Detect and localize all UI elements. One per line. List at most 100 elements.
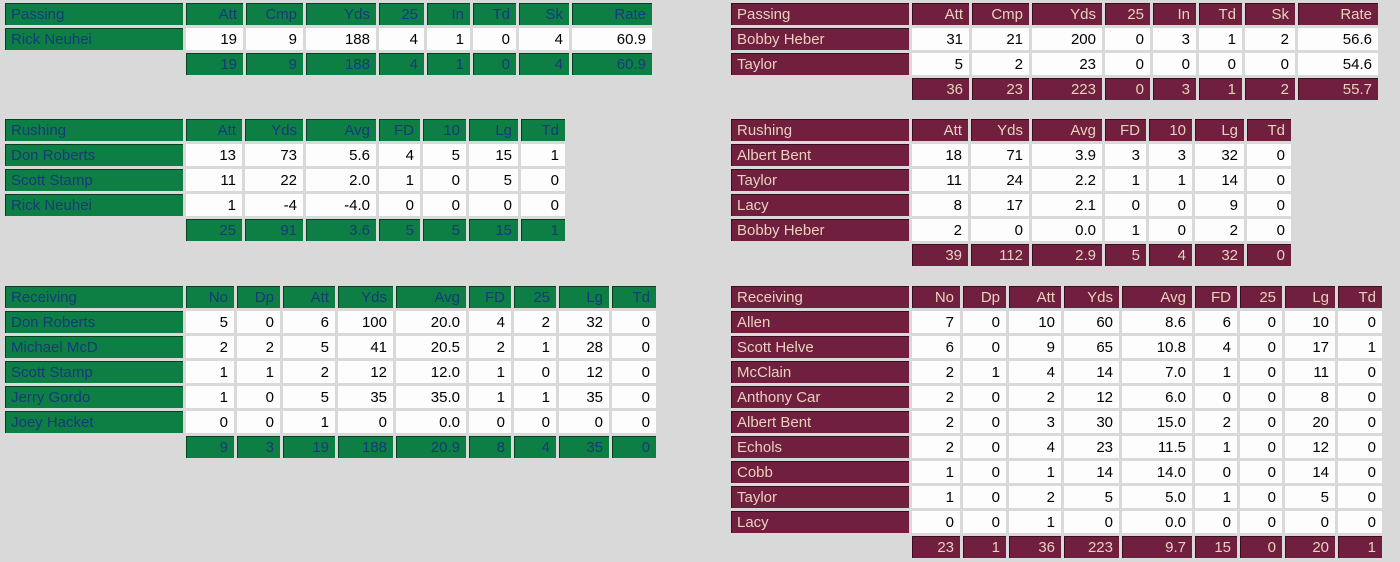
column-header-yds: Yds bbox=[971, 119, 1029, 141]
stat-cell: 0 bbox=[1195, 461, 1237, 483]
player-name-cell: McClain bbox=[731, 361, 909, 383]
passing-stats-table: Passing Att Cmp Yds 25 In Td Sk Rate Rick Neuhei 1… bbox=[2, 0, 655, 78]
stat-cell: 0 bbox=[473, 28, 516, 50]
stat-cell: 4 bbox=[379, 28, 424, 50]
column-header-10: 10 bbox=[1149, 119, 1192, 141]
table-row: Scott Stamp 11 22 2.0 1 0 5 0 bbox=[5, 169, 565, 191]
stat-cell: 2 bbox=[1009, 486, 1061, 508]
column-header-att: Att bbox=[186, 3, 243, 25]
player-name-cell: Jerry Gordo bbox=[5, 386, 183, 408]
stat-cell: 4 bbox=[1195, 336, 1237, 358]
column-header-td: Td bbox=[1199, 3, 1242, 25]
stat-cell: 1 bbox=[1199, 28, 1242, 50]
stat-cell: 8.6 bbox=[1122, 311, 1192, 333]
right-passing-table: Passing Att Cmp Yds 25 In Td Sk Rate Bobby Heber 3… bbox=[728, 0, 1381, 103]
totals-spacer bbox=[731, 78, 909, 100]
stat-cell: 3 bbox=[1149, 144, 1192, 166]
stat-cell: 2 bbox=[912, 411, 960, 433]
stat-cell: 32 bbox=[559, 311, 609, 333]
column-header-25: 25 bbox=[379, 3, 424, 25]
stat-cell: 1 bbox=[427, 28, 470, 50]
stat-cell: 1 bbox=[1009, 511, 1061, 533]
stat-cell: 0 bbox=[469, 411, 511, 433]
table-row: Michael McD 2 2 5 41 20.5 2 1 28 0 bbox=[5, 336, 656, 358]
column-header-yds: Yds bbox=[1064, 286, 1119, 308]
stat-cell: 5 bbox=[423, 144, 466, 166]
stat-cell: 10 bbox=[1285, 311, 1335, 333]
stat-cell: 5 bbox=[469, 169, 518, 191]
total-stat-cell: 1 bbox=[1199, 78, 1242, 100]
stat-cell: 35 bbox=[559, 386, 609, 408]
column-header-rate: Rate bbox=[572, 3, 652, 25]
stat-cell: 0 bbox=[1240, 436, 1282, 458]
right-rushing-table: Rushing Att Yds Avg FD 10 Lg Td Albert Bent 18 71 3… bbox=[728, 116, 1294, 269]
column-header-lg: Lg bbox=[559, 286, 609, 308]
stat-cell: 0.0 bbox=[1122, 511, 1192, 533]
total-stat-cell: 3.6 bbox=[306, 219, 376, 241]
total-stat-cell: 55.7 bbox=[1298, 78, 1378, 100]
player-name-cell: Lacy bbox=[731, 194, 909, 216]
stat-cell: 21 bbox=[972, 28, 1029, 50]
stat-cell: 1 bbox=[521, 144, 565, 166]
table-title: Receiving bbox=[5, 286, 183, 308]
stat-cell: 2 bbox=[972, 53, 1029, 75]
table-row: Rick Neuhei 19 9 188 4 1 0 4 60.9 bbox=[5, 28, 652, 50]
column-header-lg: Lg bbox=[1285, 286, 1335, 308]
table-row: Bobby Heber 2 0 0.0 1 0 2 0 bbox=[731, 219, 1291, 241]
column-header-sk: Sk bbox=[1245, 3, 1295, 25]
column-header-yds: Yds bbox=[1032, 3, 1102, 25]
stat-cell: 12 bbox=[559, 361, 609, 383]
total-stat-cell: 19 bbox=[186, 53, 243, 75]
stat-cell: 8 bbox=[912, 194, 968, 216]
stat-cell: 56.6 bbox=[1298, 28, 1378, 50]
stat-cell: 0 bbox=[1240, 386, 1282, 408]
column-header-att: Att bbox=[912, 119, 968, 141]
player-name-cell: Scott Helve bbox=[731, 336, 909, 358]
stat-cell: 0 bbox=[559, 411, 609, 433]
column-header-10: 10 bbox=[423, 119, 466, 141]
total-stat-cell: 4 bbox=[514, 436, 556, 458]
stat-cell: 1 bbox=[186, 361, 234, 383]
column-header-rate: Rate bbox=[1298, 3, 1378, 25]
stat-cell: 0 bbox=[514, 361, 556, 383]
table-title: Passing bbox=[5, 3, 183, 25]
stat-cell: 14 bbox=[1285, 461, 1335, 483]
column-header-att: Att bbox=[912, 3, 969, 25]
total-stat-cell: 1 bbox=[521, 219, 565, 241]
stat-cell: 0 bbox=[1338, 311, 1382, 333]
total-stat-cell: 20.9 bbox=[396, 436, 466, 458]
total-stat-cell: 4 bbox=[1149, 244, 1192, 266]
stat-cell: 0 bbox=[1105, 53, 1150, 75]
stat-cell: 1 bbox=[1195, 436, 1237, 458]
stat-cell: 5.6 bbox=[306, 144, 376, 166]
stat-cell: 2 bbox=[912, 219, 968, 241]
passing-stats-table: Passing Att Cmp Yds 25 In Td Sk Rate Bobby Heber 3… bbox=[728, 0, 1381, 103]
total-stat-cell: 91 bbox=[245, 219, 303, 241]
column-header-lg: Lg bbox=[469, 119, 518, 141]
stat-cell: 1 bbox=[237, 361, 280, 383]
totals-spacer bbox=[5, 53, 183, 75]
stat-cell: 5 bbox=[912, 53, 969, 75]
stat-cell: 2 bbox=[1195, 219, 1244, 241]
total-stat-cell: 8 bbox=[469, 436, 511, 458]
totals-row: 39 112 2.9 5 4 32 0 bbox=[731, 244, 1291, 266]
table-row: Don Roberts 5 0 6 100 20.0 4 2 32 0 bbox=[5, 311, 656, 333]
column-header-fd: FD bbox=[1105, 119, 1146, 141]
player-name-cell: Allen bbox=[731, 311, 909, 333]
stat-cell: 14.0 bbox=[1122, 461, 1192, 483]
table-row: Lacy 0 0 1 0 0.0 0 0 0 0 bbox=[731, 511, 1382, 533]
receiving-stats-table: Receiving No Dp Att Yds Avg FD 25 Lg Td Allen 7 0 10 6… bbox=[728, 283, 1385, 561]
stat-cell: 23 bbox=[1032, 53, 1102, 75]
header-row: Passing Att Cmp Yds 25 In Td Sk Rate bbox=[731, 3, 1378, 25]
totals-spacer bbox=[5, 436, 183, 458]
stat-cell: 0 bbox=[1247, 194, 1291, 216]
stat-cell: 7.0 bbox=[1122, 361, 1192, 383]
rushing-stats-table: Rushing Att Yds Avg FD 10 Lg Td Albert Bent 18 71 3… bbox=[728, 116, 1294, 269]
player-name-cell: Scott Stamp bbox=[5, 361, 183, 383]
stat-cell: 1 bbox=[963, 361, 1006, 383]
stat-cell: 24 bbox=[971, 169, 1029, 191]
stat-cell: 4 bbox=[379, 144, 420, 166]
total-stat-cell: 9 bbox=[186, 436, 234, 458]
column-header-sk: Sk bbox=[519, 3, 569, 25]
stat-cell: 0 bbox=[1285, 511, 1335, 533]
